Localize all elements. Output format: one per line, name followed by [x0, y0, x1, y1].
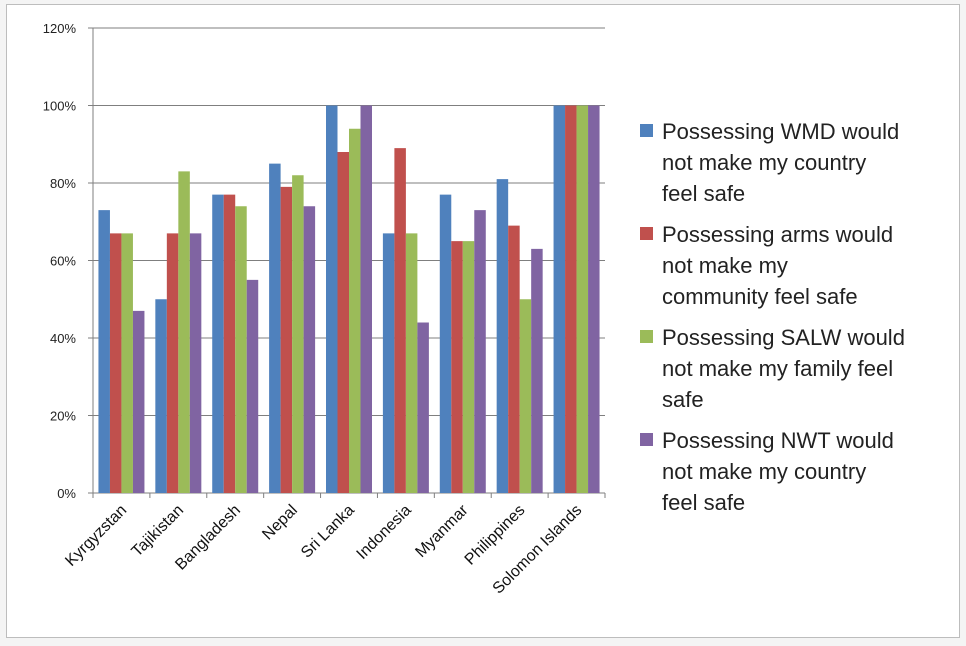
- legend-entry: Possessing WMD would not make my country f…: [640, 119, 899, 206]
- bar: [98, 210, 110, 493]
- bar: [519, 299, 532, 493]
- legend-swatch: [640, 330, 653, 343]
- bar: [496, 179, 509, 493]
- y-tick-label: 60%: [50, 254, 76, 269]
- y-tick-label: 20%: [50, 409, 76, 424]
- bar: [132, 310, 145, 493]
- bar: [189, 233, 202, 493]
- bar: [553, 105, 566, 493]
- bar: [246, 279, 259, 493]
- bar: [349, 128, 361, 493]
- x-category-label: Nepal: [259, 502, 301, 544]
- y-tick-label: 100%: [43, 99, 77, 114]
- legend-label: feel safe: [662, 490, 745, 515]
- bar: [326, 105, 338, 493]
- x-category-label: Sri Lanka: [298, 502, 358, 562]
- bar: [474, 210, 486, 493]
- legend-label: Possessing NWT would: [662, 428, 894, 453]
- bar: [269, 163, 281, 493]
- bar: [121, 233, 133, 493]
- y-axis-tick-labels: 0% 20% 40% 60% 80% 100% 120%: [43, 21, 77, 501]
- legend-label: not make my country: [662, 459, 866, 484]
- bar: [405, 233, 418, 493]
- bars: [98, 105, 600, 493]
- bar: [360, 105, 372, 493]
- y-tick-label: 40%: [50, 331, 76, 346]
- y-tick-label: 120%: [43, 21, 77, 36]
- legend-label: safe: [662, 387, 704, 412]
- bar: [235, 206, 247, 493]
- legend-swatch: [640, 124, 653, 137]
- x-category-label: Kyrgyzstan: [62, 502, 130, 570]
- bar: [212, 194, 224, 493]
- bar: [292, 175, 304, 493]
- bar: [178, 171, 190, 493]
- x-category-label: Tajikistan: [129, 502, 188, 561]
- x-category-label: Indonesia: [354, 502, 415, 563]
- y-tick-label: 80%: [50, 176, 76, 191]
- bar: [439, 194, 452, 493]
- bar: [451, 241, 463, 493]
- legend: Possessing WMD would not make my country f…: [640, 119, 905, 515]
- bar: [166, 233, 179, 493]
- legend-label: not make my country: [662, 150, 866, 175]
- bar: [576, 105, 589, 493]
- legend-label: Possessing SALW would: [662, 325, 905, 350]
- bar: [394, 148, 406, 493]
- bar: [223, 194, 236, 493]
- bar: [337, 152, 349, 493]
- legend-entry: Possessing NWT would not make my country f…: [640, 428, 894, 515]
- bar: [565, 105, 577, 493]
- bar: [382, 233, 395, 493]
- legend-entry: Possessing arms would not make my communit…: [640, 222, 893, 309]
- legend-entry: Possessing SALW would not make my family …: [640, 325, 905, 412]
- bar: [588, 105, 600, 493]
- bar: [462, 241, 475, 493]
- y-tick-label: 0%: [57, 486, 76, 501]
- legend-label: feel safe: [662, 181, 745, 206]
- legend-swatch: [640, 227, 653, 240]
- legend-label: Possessing WMD would: [662, 119, 899, 144]
- bar: [417, 322, 429, 493]
- bar: [508, 225, 520, 493]
- bar: [109, 233, 122, 493]
- bar: [531, 248, 543, 493]
- bar: [303, 206, 316, 493]
- legend-label: community feel safe: [662, 284, 858, 309]
- legend-label: not make my: [662, 253, 788, 278]
- legend-swatch: [640, 433, 653, 446]
- bar: [280, 186, 293, 493]
- legend-label: Possessing arms would: [662, 222, 893, 247]
- bar: [155, 299, 167, 493]
- legend-label: not make my family feel: [662, 356, 893, 381]
- x-category-label: Myanmar: [412, 501, 472, 561]
